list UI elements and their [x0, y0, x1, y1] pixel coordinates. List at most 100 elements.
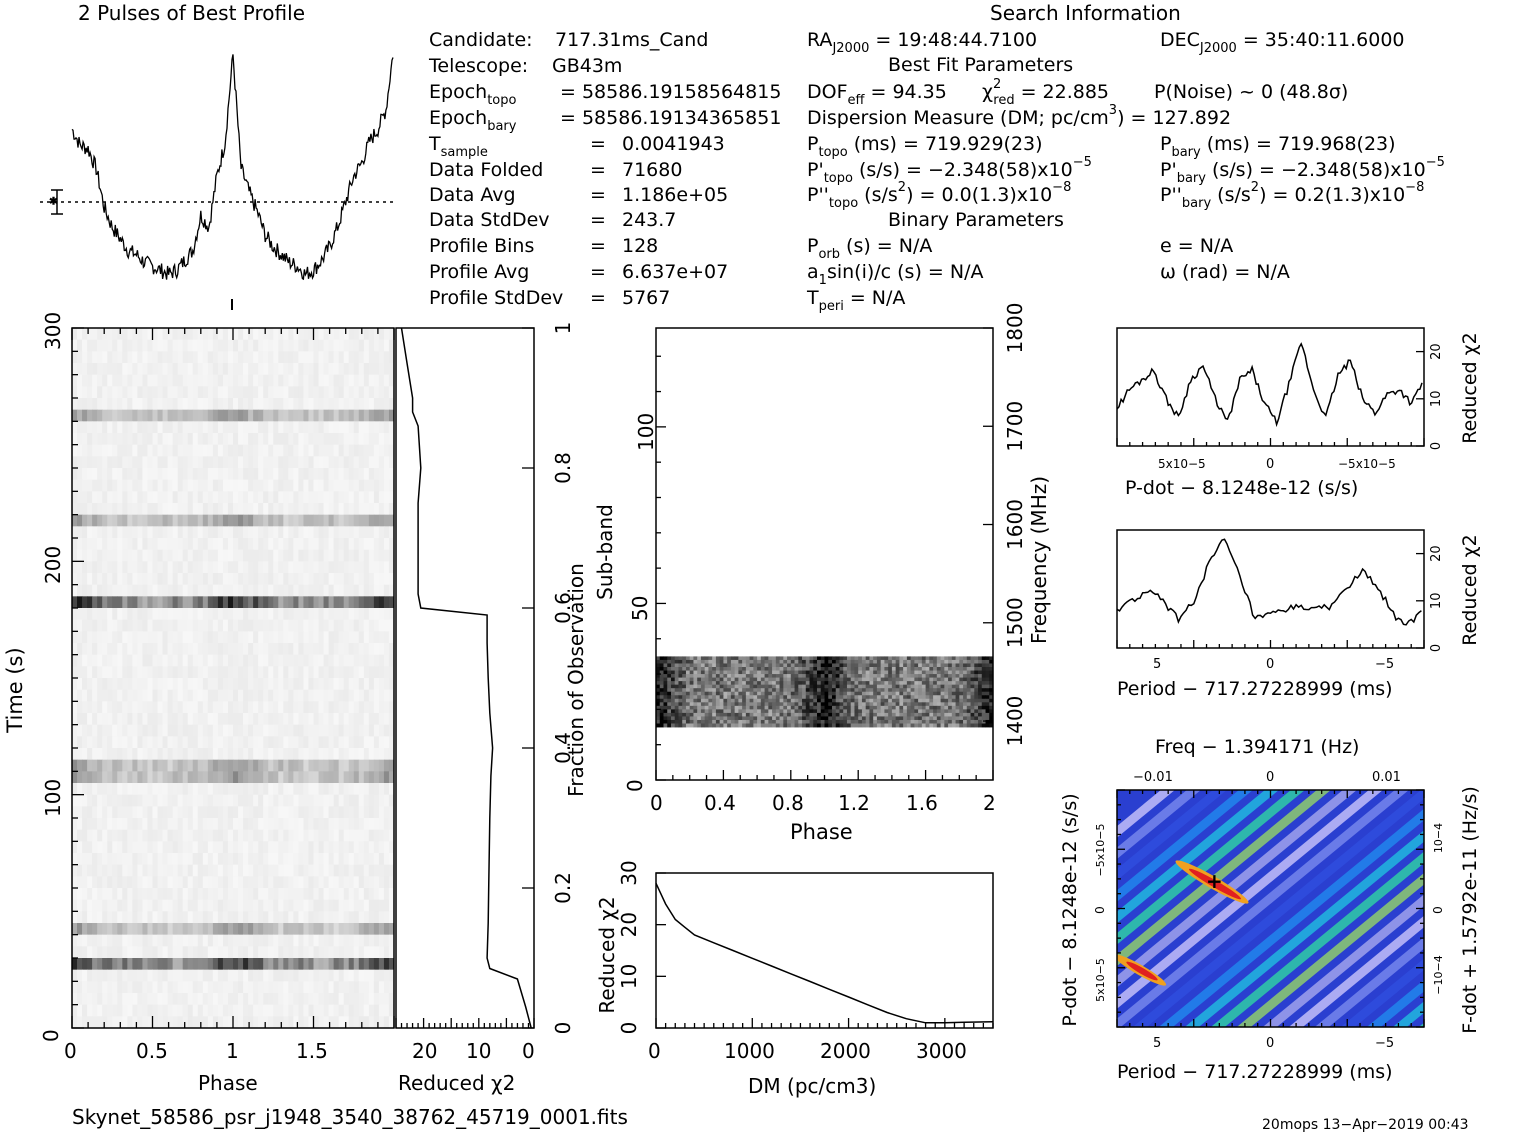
time-phase-cell	[112, 783, 118, 796]
time-phase-cell	[243, 888, 249, 901]
time-phase-cell	[162, 748, 169, 761]
time-phase-cell	[207, 981, 214, 994]
subband-cell	[895, 684, 900, 689]
time-phase-cell	[368, 643, 375, 656]
time-phase-cell	[373, 713, 380, 726]
time-phase-cell	[227, 853, 234, 866]
subband-cell	[685, 681, 691, 686]
time-phase-cell	[368, 911, 375, 924]
subband-cell	[850, 663, 855, 668]
subband-cell	[670, 681, 676, 686]
time-phase-cell	[107, 724, 113, 737]
time-phase-cell	[177, 456, 184, 469]
time-phase-cell	[343, 724, 350, 737]
subband-cell	[764, 691, 769, 696]
time-phase-cell	[162, 853, 169, 866]
time-phase-cell	[288, 596, 294, 609]
time-phase-cell	[258, 748, 264, 761]
time-phase-cell	[172, 713, 179, 726]
time-phase-cell	[172, 561, 179, 574]
time-phase-cell	[192, 421, 199, 434]
subband-cell	[940, 681, 945, 686]
subband-cell	[667, 670, 672, 675]
time-phase-cell	[187, 468, 194, 481]
subband-cell	[697, 659, 702, 664]
time-phase-cell	[248, 584, 254, 597]
time-phase-cell	[283, 409, 289, 422]
time-phase-cell	[177, 596, 184, 609]
time-phase-cell	[288, 654, 294, 667]
subband-cell	[768, 674, 773, 678]
subband-cell	[888, 656, 893, 661]
time-phase-cell	[137, 468, 143, 481]
subband-cell	[779, 674, 784, 678]
time-phase-cell	[308, 619, 314, 632]
time-phase-cell	[122, 514, 128, 527]
time-phase-cell	[283, 538, 289, 551]
subband-cell	[918, 656, 923, 661]
subband-cell	[970, 663, 975, 668]
time-phase-cell	[82, 584, 88, 597]
time-phase-cell	[278, 596, 284, 609]
time-phase-cell	[383, 339, 390, 352]
time-phase-cell	[303, 409, 309, 422]
subband-cell	[772, 663, 777, 668]
time-phase-cell	[328, 981, 335, 994]
subband-cell	[899, 677, 904, 682]
time-phase-cell	[313, 444, 320, 457]
time-phase-cell	[92, 619, 98, 632]
time-phase-cell	[107, 444, 113, 457]
time-phase-cell	[238, 736, 244, 749]
time-phase-cell	[318, 526, 325, 539]
time-phase-cell	[167, 666, 174, 679]
subband-cell	[989, 663, 993, 668]
time-phase-cell	[243, 783, 249, 796]
time-phase-cell	[212, 724, 219, 737]
subband-cell	[850, 667, 855, 671]
time-phase-cell	[248, 993, 254, 1006]
subband-cell	[869, 659, 874, 664]
subband-cell	[787, 691, 792, 696]
time-phase-cell	[207, 398, 214, 411]
time-phase-cell	[248, 783, 254, 796]
time-phase-cell	[278, 689, 284, 702]
time-phase-cell	[233, 958, 239, 971]
time-phase-cell	[328, 444, 335, 457]
time-phase-cell	[182, 561, 189, 574]
time-phase-cell	[268, 654, 274, 667]
time-phase-cell	[368, 328, 375, 341]
time-phase-cell	[328, 374, 335, 387]
time-phase-cell	[82, 946, 88, 959]
subband-cell	[888, 688, 893, 693]
time-phase-cell	[258, 328, 264, 341]
subband-cell	[936, 695, 941, 700]
time-phase-cell	[197, 643, 204, 656]
time-phase-cell	[202, 654, 209, 667]
time-phase-cell	[308, 748, 314, 761]
time-phase-cell	[82, 643, 88, 656]
time-phase-cell	[248, 526, 254, 539]
subband-cell	[670, 684, 676, 689]
time-phase-cell	[132, 328, 138, 341]
time-phase-cell	[288, 759, 294, 772]
time-phase-cell	[233, 444, 239, 457]
subband-cell	[929, 684, 934, 689]
subband-cell	[787, 659, 792, 664]
time-phase-cell	[217, 818, 224, 831]
time-phase-cell	[333, 981, 340, 994]
time-phase-cell	[383, 631, 390, 644]
time-phase-cell	[233, 503, 239, 516]
time-phase-cell	[147, 643, 153, 656]
time-phase-cell	[383, 596, 390, 609]
subband-cell	[757, 691, 762, 696]
time-phase-cell	[323, 538, 330, 551]
time-phase-cell	[303, 678, 309, 691]
time-phase-cell	[177, 339, 184, 352]
time-phase-cell	[318, 934, 325, 947]
time-phase-cell	[157, 794, 164, 807]
time-phase-cell	[137, 876, 143, 889]
time-phase-cell	[137, 608, 143, 621]
time-phase-cell	[192, 573, 199, 586]
time-phase-cell	[217, 456, 224, 469]
time-phase-cell	[348, 689, 355, 702]
